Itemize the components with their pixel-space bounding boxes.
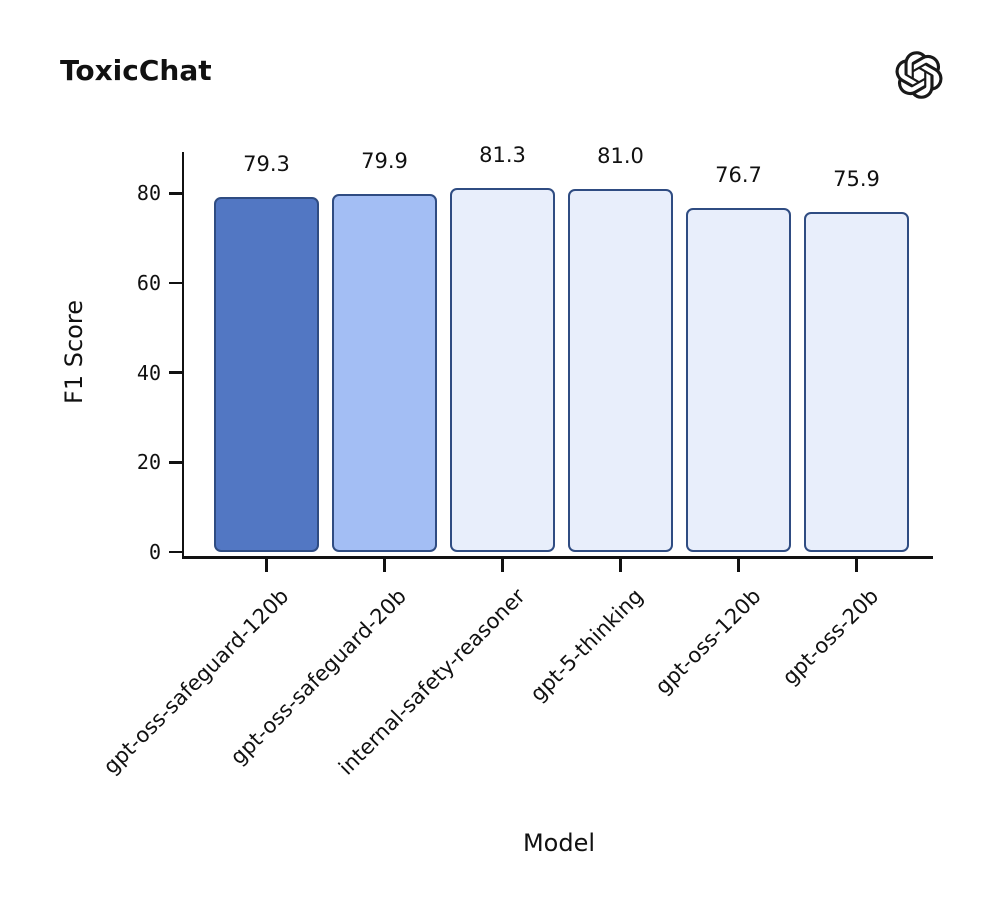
bar bbox=[450, 187, 555, 552]
y-tick bbox=[169, 192, 183, 195]
x-axis-label: Model bbox=[522, 829, 596, 857]
y-tick-label: 60 bbox=[136, 271, 161, 296]
bar bbox=[804, 211, 909, 552]
bar-value-label: 81.0 bbox=[597, 143, 644, 168]
x-tick-label: gpt-oss-safeguard-120b bbox=[98, 584, 294, 779]
x-tick-label: gpt-oss-20b bbox=[777, 584, 884, 690]
x-axis-line bbox=[181, 556, 933, 559]
bar-value-label: 75.9 bbox=[833, 166, 880, 191]
y-tick-label: 20 bbox=[136, 450, 161, 475]
bar-value-label: 79.9 bbox=[361, 148, 408, 173]
bar bbox=[686, 208, 791, 552]
x-tick bbox=[855, 558, 858, 572]
y-tick-label: 80 bbox=[136, 181, 161, 206]
chart-title: ToxicChat bbox=[60, 54, 212, 87]
bar-value-label: 76.7 bbox=[715, 163, 762, 188]
bar-value-label: 79.3 bbox=[243, 151, 290, 176]
bar bbox=[214, 196, 319, 552]
y-axis-label: F1 Score bbox=[60, 300, 88, 404]
x-tick bbox=[619, 558, 622, 572]
x-tick bbox=[265, 558, 268, 572]
bar bbox=[332, 193, 437, 552]
y-tick-label: 0 bbox=[148, 540, 161, 564]
bar bbox=[568, 188, 673, 552]
y-tick bbox=[169, 461, 183, 464]
y-tick bbox=[169, 371, 183, 374]
y-tick-label: 40 bbox=[136, 360, 161, 385]
y-tick bbox=[169, 550, 183, 554]
bar-value-label: 81.3 bbox=[479, 142, 526, 167]
x-tick bbox=[737, 558, 740, 572]
x-tick-label: gpt-oss-120b bbox=[650, 584, 766, 699]
x-tick bbox=[383, 558, 386, 572]
y-tick bbox=[169, 281, 183, 285]
openai-logo-icon bbox=[895, 51, 943, 99]
x-tick bbox=[501, 558, 504, 572]
y-axis-line bbox=[181, 152, 184, 558]
x-tick-label: gpt-5-thinking bbox=[525, 584, 648, 707]
